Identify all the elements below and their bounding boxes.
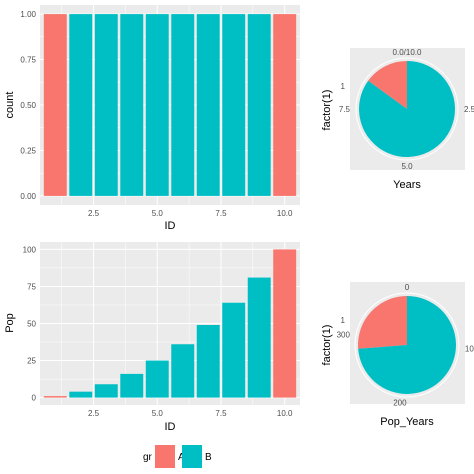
bar-b xyxy=(94,14,118,196)
bar-b xyxy=(247,277,271,398)
top-bar-bars xyxy=(43,14,297,196)
x-tick-label: 2.5 xyxy=(88,409,100,418)
top-pie-chart: 0.0/10.0 2.5 5.0 7.5 1 Years factor(1) xyxy=(321,48,474,191)
bar-a xyxy=(273,249,297,398)
y-tick-label: 75 xyxy=(27,282,36,291)
y-tick-label: 0.75 xyxy=(20,56,36,65)
bottom-pie-x-axis-title: Pop_Years xyxy=(380,416,434,428)
pie-slice-a xyxy=(358,296,407,349)
y-tick-label: 0 xyxy=(32,394,37,403)
bar-b xyxy=(94,384,118,398)
bar-b xyxy=(120,14,144,196)
bottom-bar-x-axis-title: ID xyxy=(165,421,176,433)
bar-b xyxy=(222,14,246,196)
top-pie-y-axis-title: factor(1) xyxy=(321,90,333,131)
pie-tick-label: 200 xyxy=(393,399,407,408)
top-bar-x-axis-title: ID xyxy=(165,220,176,232)
y-tick-label: 0.25 xyxy=(20,146,36,155)
y-tick-label: 0.00 xyxy=(20,192,36,201)
top-bar-x-ticks: 2.5 5.0 7.5 10.0 xyxy=(88,209,293,218)
bar-a xyxy=(273,14,297,196)
top-bar-y-ticks: 0.00 0.25 0.50 0.75 1.00 xyxy=(20,10,36,201)
pie-tick-label: 100 xyxy=(465,345,474,354)
bar-b xyxy=(145,14,169,196)
bar-b xyxy=(171,344,195,398)
legend-label-a: A xyxy=(178,452,185,463)
bottom-pie-y-tick-label: 1 xyxy=(341,316,346,325)
bar-a xyxy=(43,14,67,196)
pie-tick-label: 300 xyxy=(337,330,351,339)
bar-b xyxy=(145,360,169,398)
bottom-pie-ticks: 0 100 200 300 xyxy=(337,283,474,408)
bar-b xyxy=(171,14,195,196)
bar-b xyxy=(222,302,246,398)
x-tick-label: 10.0 xyxy=(277,409,293,418)
pie-tick-label: 5.0 xyxy=(401,162,413,171)
x-tick-label: 5.0 xyxy=(152,209,164,218)
bar-b xyxy=(69,391,93,398)
x-tick-label: 2.5 xyxy=(88,209,100,218)
bottom-bar-y-axis-title: Pop xyxy=(4,313,16,333)
x-tick-label: 10.0 xyxy=(277,209,293,218)
x-tick-label: 5.0 xyxy=(152,409,164,418)
pie-tick-label: 0.0/10.0 xyxy=(393,48,422,57)
x-tick-label: 7.5 xyxy=(215,409,227,418)
y-tick-label: 0.50 xyxy=(20,101,36,110)
bottom-bar-y-ticks: 0 25 50 75 100 xyxy=(23,245,37,402)
legend-label-b: B xyxy=(205,452,212,463)
bar-b xyxy=(196,324,220,398)
bottom-pie-slices xyxy=(354,292,460,398)
y-tick-label: 50 xyxy=(27,320,36,329)
legend-key-b xyxy=(182,445,202,468)
pie-slice-a xyxy=(368,61,407,109)
bar-b xyxy=(120,373,144,398)
bar-b xyxy=(196,14,220,196)
pie-tick-label: 0 xyxy=(405,283,410,292)
top-pie-y-tick-label: 1 xyxy=(341,82,346,91)
bottom-bar-chart: 0 25 50 75 100 2.5 5.0 7.5 10.0 ID Pop xyxy=(4,242,300,433)
top-pie-x-axis-title: Years xyxy=(393,179,421,191)
bar-a xyxy=(43,396,67,398)
pie-tick-label: 2.5 xyxy=(464,105,474,114)
pie-outer-grid xyxy=(355,57,459,161)
top-pie-slices xyxy=(355,57,459,161)
legend: gr A B xyxy=(143,445,212,468)
bottom-bar-bars xyxy=(43,249,297,398)
bar-b xyxy=(69,14,93,196)
bottom-bar-x-ticks: 2.5 5.0 7.5 10.0 xyxy=(88,409,293,418)
bottom-pie-chart: 0 100 200 300 1 Pop_Years factor(1) xyxy=(321,282,474,428)
y-tick-label: 100 xyxy=(23,245,37,254)
x-tick-label: 7.5 xyxy=(215,209,227,218)
legend-title: gr xyxy=(143,452,153,463)
legend-key-a xyxy=(155,445,175,468)
y-tick-label: 1.00 xyxy=(20,10,36,19)
top-pie-ticks: 0.0/10.0 2.5 5.0 7.5 xyxy=(339,48,474,171)
pie-slice-b xyxy=(358,296,457,394)
bar-b xyxy=(247,14,271,196)
bottom-pie-y-axis-title: factor(1) xyxy=(321,325,333,366)
pie-tick-label: 7.5 xyxy=(339,105,351,114)
y-tick-label: 25 xyxy=(27,357,36,366)
pie-outer-grid xyxy=(354,292,460,398)
top-bar-chart: 0.00 0.25 0.50 0.75 1.00 2.5 5.0 7.5 10.0 ID co… xyxy=(4,5,300,232)
top-bar-y-axis-title: count xyxy=(4,92,16,119)
pie-slice-b xyxy=(359,61,456,157)
